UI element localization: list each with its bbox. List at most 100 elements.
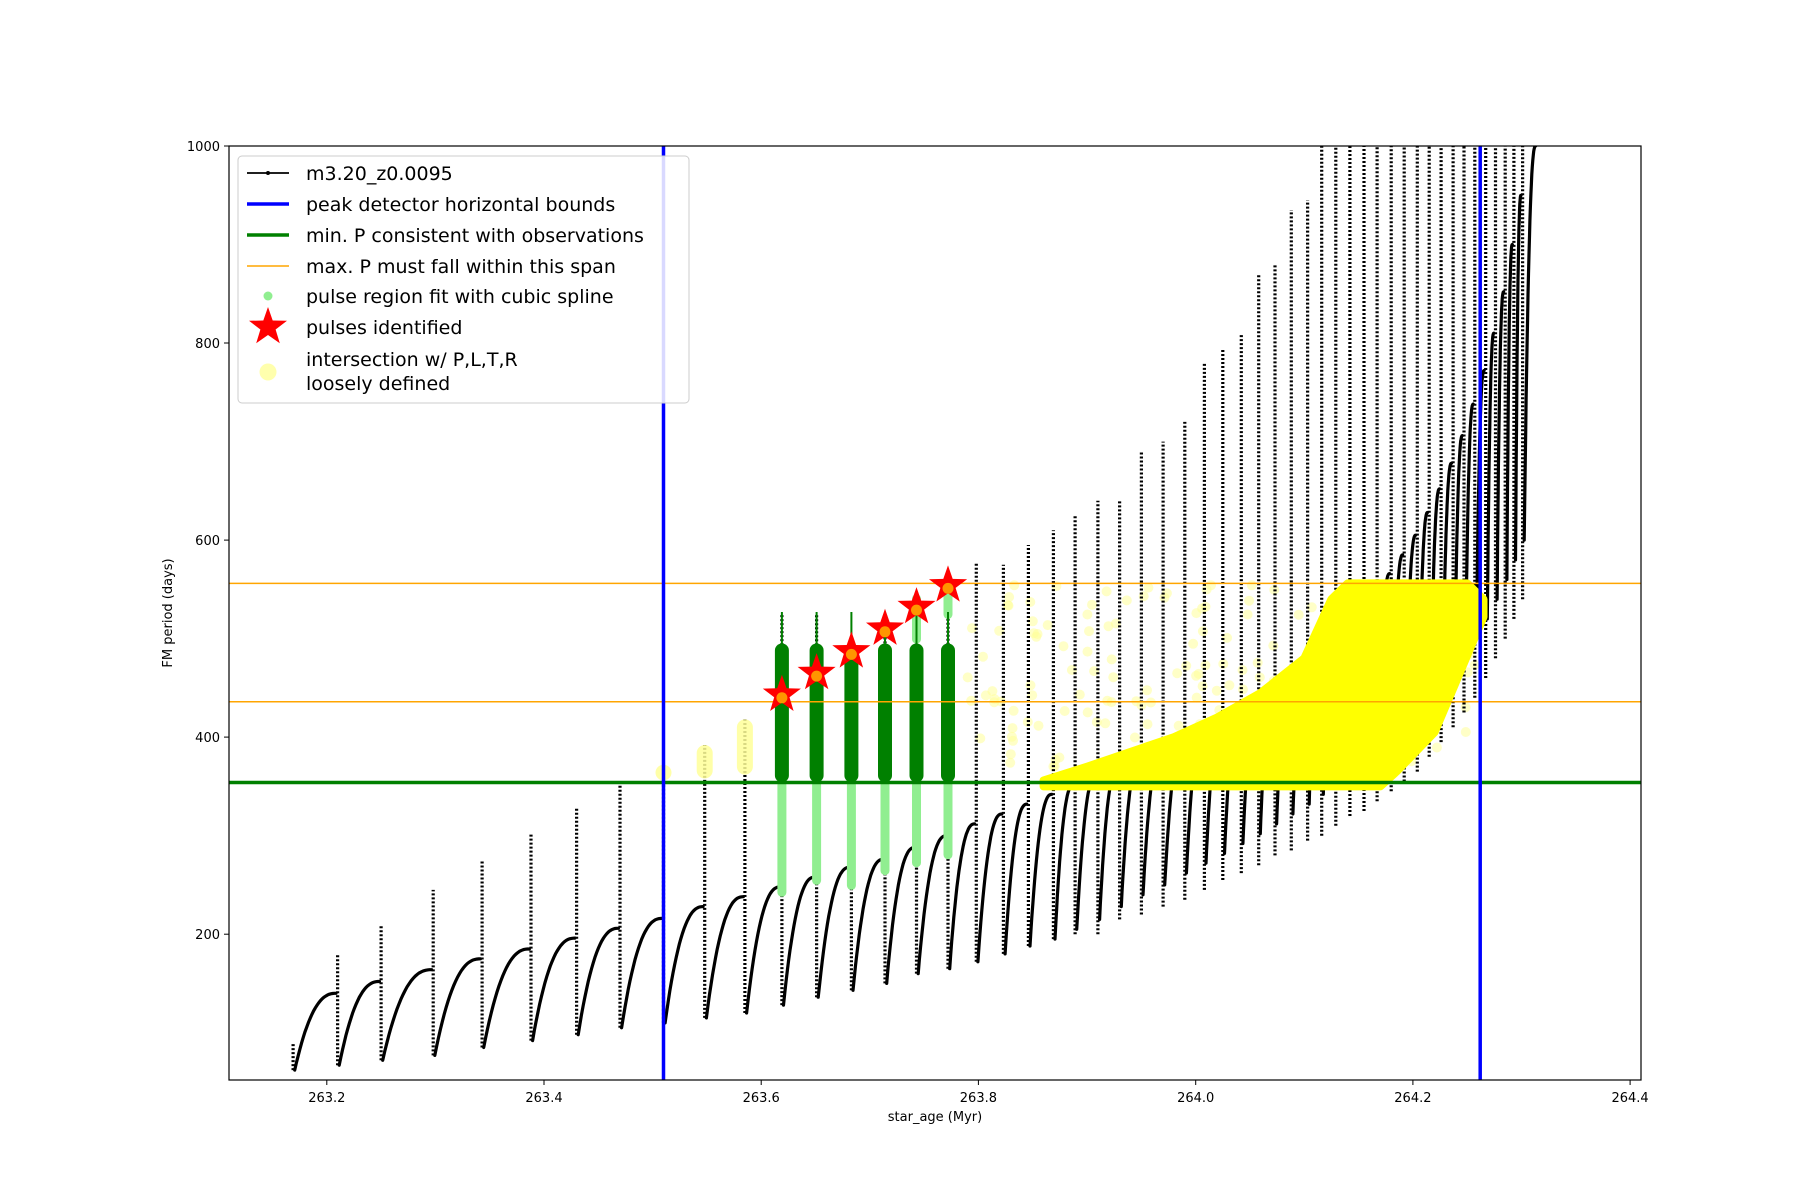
intersection-faint-point (1197, 681, 1208, 692)
track-recovery-arc (948, 822, 977, 971)
x-tick-label: 264.4 (1611, 1091, 1648, 1106)
intersection-faint-point (980, 690, 991, 701)
intersection-faint-point (1074, 689, 1085, 700)
intersection-early-band (696, 745, 713, 779)
intersection-faint-point (1460, 727, 1471, 737)
track-recovery-arc (781, 875, 817, 1007)
intersection-faint-point (1100, 718, 1111, 729)
pulse-star-core (879, 626, 891, 638)
intersection-faint-point (1142, 685, 1152, 696)
legend-label: pulses identified (306, 317, 462, 339)
intersection-faint-point (962, 672, 973, 683)
intersection-faint-point (1008, 705, 1019, 716)
intersection-faint-point (1197, 626, 1208, 637)
intersection-faint-point (1211, 685, 1222, 696)
intersection-faint-point (967, 623, 977, 634)
track-recovery-arc (816, 865, 852, 999)
legend-dot-swatch (259, 363, 277, 381)
intersection-faint-point (1059, 706, 1070, 716)
pulse-region-band (880, 780, 890, 876)
intersection-faint-point (1244, 595, 1255, 606)
plot-frame (228, 145, 1642, 1081)
pulse-star-core (942, 582, 954, 594)
track-recovery-arc (916, 834, 948, 976)
track-recovery-arc (620, 916, 664, 1030)
track-recovery-arc (976, 812, 1004, 964)
intersection-faint-point (1121, 595, 1132, 606)
intersection-faint-point (1058, 641, 1069, 652)
track-recovery-arc (663, 905, 705, 1025)
legend-dot-swatch (263, 291, 273, 301)
track-recovery-arc (1522, 146, 1538, 542)
intersection-faint-point (1082, 707, 1093, 718)
track-recovery-arc (1495, 290, 1506, 601)
track-recovery-arc (337, 979, 381, 1067)
intersection-faint-point (1108, 672, 1119, 683)
legend-item-peak-detector: peak detector horizontal bounds (247, 194, 615, 216)
y-tick-label: 800 (195, 337, 220, 352)
intersection-faint-point (1002, 600, 1013, 611)
track-recovery-arc (1028, 792, 1054, 948)
pulse-region-band (912, 780, 921, 868)
track-recovery-arc (293, 991, 338, 1072)
intersection-faint-point (1089, 666, 1100, 677)
intersection-faint-point (1025, 680, 1036, 691)
intersection-faint-point (978, 651, 988, 662)
intersection-faint-point (1027, 616, 1038, 627)
pulse-star-core (845, 648, 857, 660)
intersection-faint-point (1101, 586, 1112, 597)
legend-item-max-p: max. P must fall within this span (247, 256, 616, 278)
intersection-faint-point (1431, 742, 1442, 753)
pulse-column (909, 643, 924, 783)
legend-item-pulses: pulses identified (249, 307, 462, 344)
pulse-region-band (846, 780, 856, 890)
pulse-region-band (777, 780, 787, 897)
track-recovery-arc (704, 895, 745, 1020)
x-tick-label: 263.2 (308, 1091, 345, 1106)
intersection-faint-point (1246, 580, 1257, 591)
y-tick-label: 1000 (187, 140, 220, 155)
legend-label-line-2: loosely defined (306, 373, 450, 395)
intersection-faint-point (994, 625, 1005, 636)
intersection-faint-point (1082, 646, 1093, 657)
legend-label: min. P consistent with observations (306, 225, 644, 247)
track-recovery-arc (576, 926, 620, 1037)
legend-label-line-1: intersection w/ P,L,T,R (306, 349, 518, 371)
intersection-faint-point (1004, 592, 1015, 602)
track-recovery-arc (1485, 331, 1496, 621)
intersection-faint-point (1191, 670, 1202, 681)
intersection-faint-point (1005, 749, 1016, 760)
intersection-faint-point (1224, 680, 1235, 691)
pulse-star-core (776, 692, 788, 704)
intersection-faint-point (1191, 692, 1202, 703)
intersection-faint-point (1129, 732, 1140, 743)
intersection-faint-point (1042, 620, 1053, 631)
track-recovery-arc (1513, 193, 1523, 562)
track-recovery-arc (1003, 802, 1029, 956)
track-recovery-arc (482, 947, 531, 1050)
track-recovery-arc (381, 968, 434, 1062)
y-axis-ticks: 200 400 600 800 1000 (187, 140, 229, 943)
intersection-faint-point (975, 733, 986, 744)
legend-label: max. P must fall within this span (306, 256, 616, 278)
intersection-faint-point (1188, 638, 1199, 649)
intersection-faint-point (1172, 668, 1183, 679)
pulse-star-core (911, 604, 922, 616)
pulse-region-band (812, 780, 822, 885)
track-recovery-arc (1464, 402, 1475, 655)
intersection-faint-point (1106, 654, 1117, 665)
intersection-faint-point (1268, 640, 1279, 651)
x-tick-label: 264.0 (1177, 1091, 1214, 1106)
intersection-faint-point (1087, 599, 1097, 610)
intersection-faint-point (1103, 621, 1114, 632)
x-tick-label: 264.2 (1394, 1091, 1431, 1106)
legend-label: pulse region fit with cubic spline (306, 286, 614, 308)
intersection-faint-point (1237, 665, 1248, 676)
legend: m3.20_z0.0095 peak detector horizontal b… (237, 155, 690, 404)
y-tick-label: 200 (195, 928, 220, 943)
x-axis-ticks: 263.2 263.4 263.6 263.8 264.0 264.2 264.4 (308, 1080, 1649, 1106)
legend-item-intersection: intersection w/ P,L,T,R loosely defined (259, 349, 518, 395)
track-recovery-arc (885, 845, 917, 985)
legend-box (237, 155, 690, 404)
